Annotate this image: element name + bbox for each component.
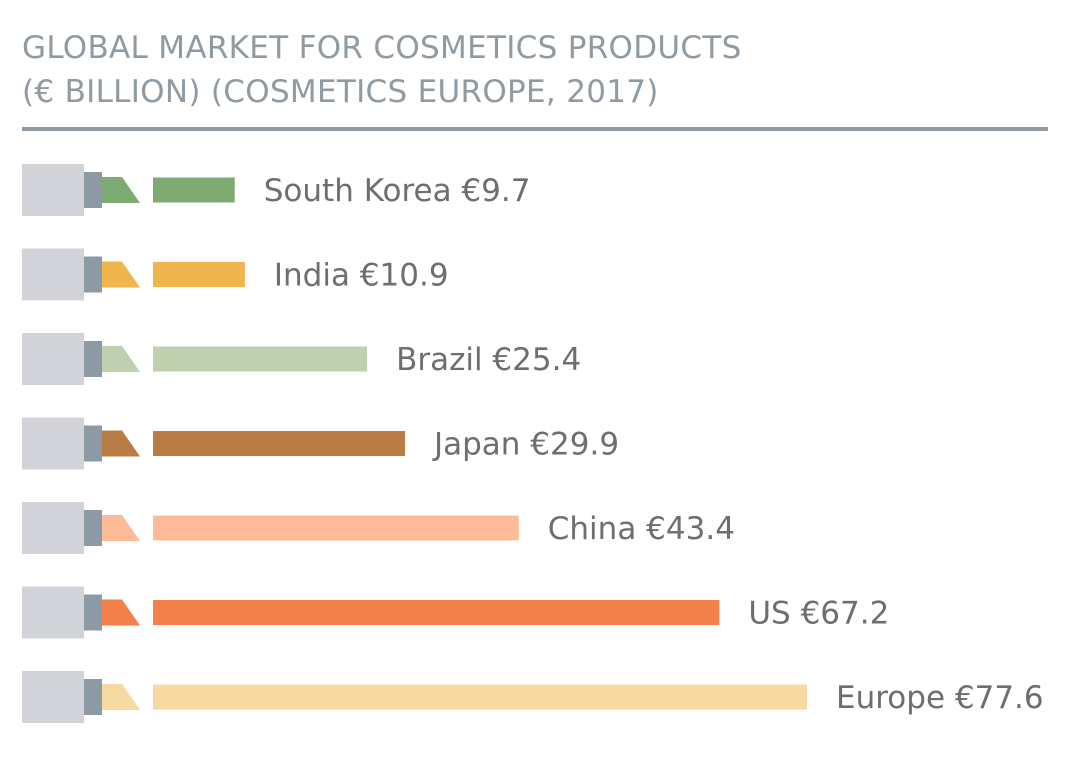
bar-europe [153,684,807,710]
lipstick-band-south-korea [84,172,102,208]
lipstick-tip-us [102,599,140,626]
bar-brazil [153,346,368,372]
bar-india [153,262,245,287]
lipstick-tip-india [102,261,140,288]
title-divider [22,127,1048,131]
data-label-brazil: Brazil €25.4 [396,342,581,378]
bar-us [153,600,720,625]
chart-title-line-1: GLOBAL MARKET FOR COSMETICS PRODUCTS [22,30,742,66]
lipstick-tip-japan [102,430,140,457]
lipstick-case-japan [22,417,84,470]
bar-japan [153,431,405,456]
lipstick-case-india [22,248,84,301]
bar-china [153,515,519,541]
lipstick-tip-china [102,515,140,541]
lipstick-tip-europe [102,684,140,710]
lipstick-band-india [84,256,102,293]
lipstick-band-china [84,510,102,546]
data-label-japan: Japan €29.9 [432,427,619,463]
lipstick-tip-brazil [102,346,140,372]
data-label-us: US €67.2 [748,596,889,632]
chart-title: GLOBAL MARKET FOR COSMETICS PRODUCTS (€ … [22,26,1022,114]
lipstick-case-south-korea [22,164,84,216]
lipstick-band-brazil [84,341,102,377]
bar-south-korea [153,177,235,203]
lipstick-case-china [22,502,84,554]
data-label-europe: Europe €77.6 [836,680,1044,716]
lipstick-tip-south-korea [102,177,140,203]
lipstick-band-us [84,594,102,631]
data-label-india: India €10.9 [274,258,449,294]
lipstick-band-europe [84,679,102,715]
lipstick-case-brazil [22,333,84,385]
chart-title-line-2: (€ BILLION) (COSMETICS EUROPE, 2017) [22,74,659,110]
lipstick-case-us [22,586,84,639]
lipstick-band-japan [84,425,102,462]
data-label-south-korea: South Korea €9.7 [264,173,531,209]
data-label-china: China €43.4 [548,511,735,547]
lipstick-case-europe [22,671,84,723]
